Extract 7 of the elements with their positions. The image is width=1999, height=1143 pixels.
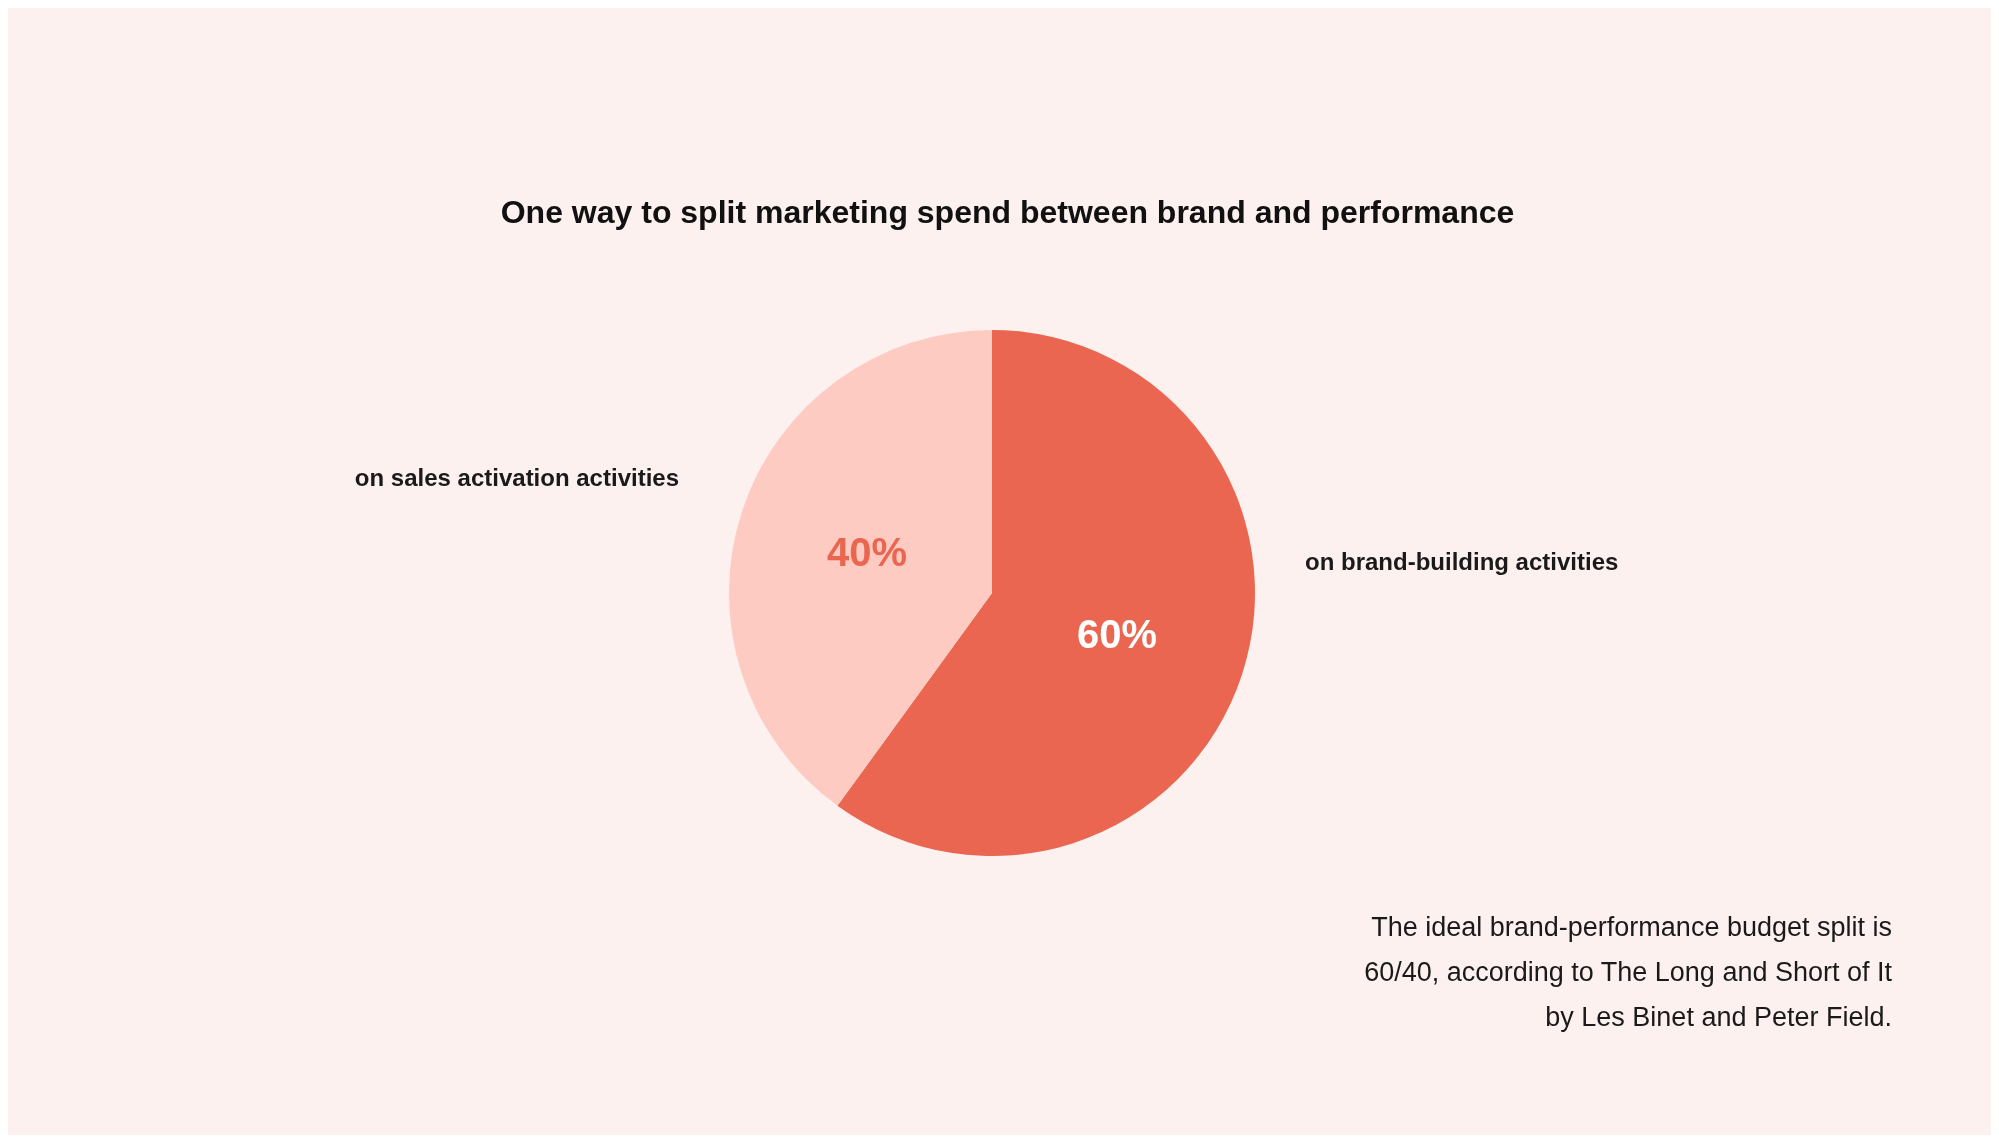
data-label: 60% <box>1077 611 1158 656</box>
chart-title: One way to split marketing spend between brand and performance <box>500 194 1515 230</box>
text: The ideal brand-performance budget split is 60/40, according to The Long and Short of It by Les Binet and Peter Field. <box>1364 912 1893 1032</box>
slice-label: on sales activation activities <box>354 463 679 491</box>
pie-slice <box>729 330 992 806</box>
slice-label: on brand-building activities <box>1305 547 1619 575</box>
data-label: 40% <box>826 530 907 575</box>
